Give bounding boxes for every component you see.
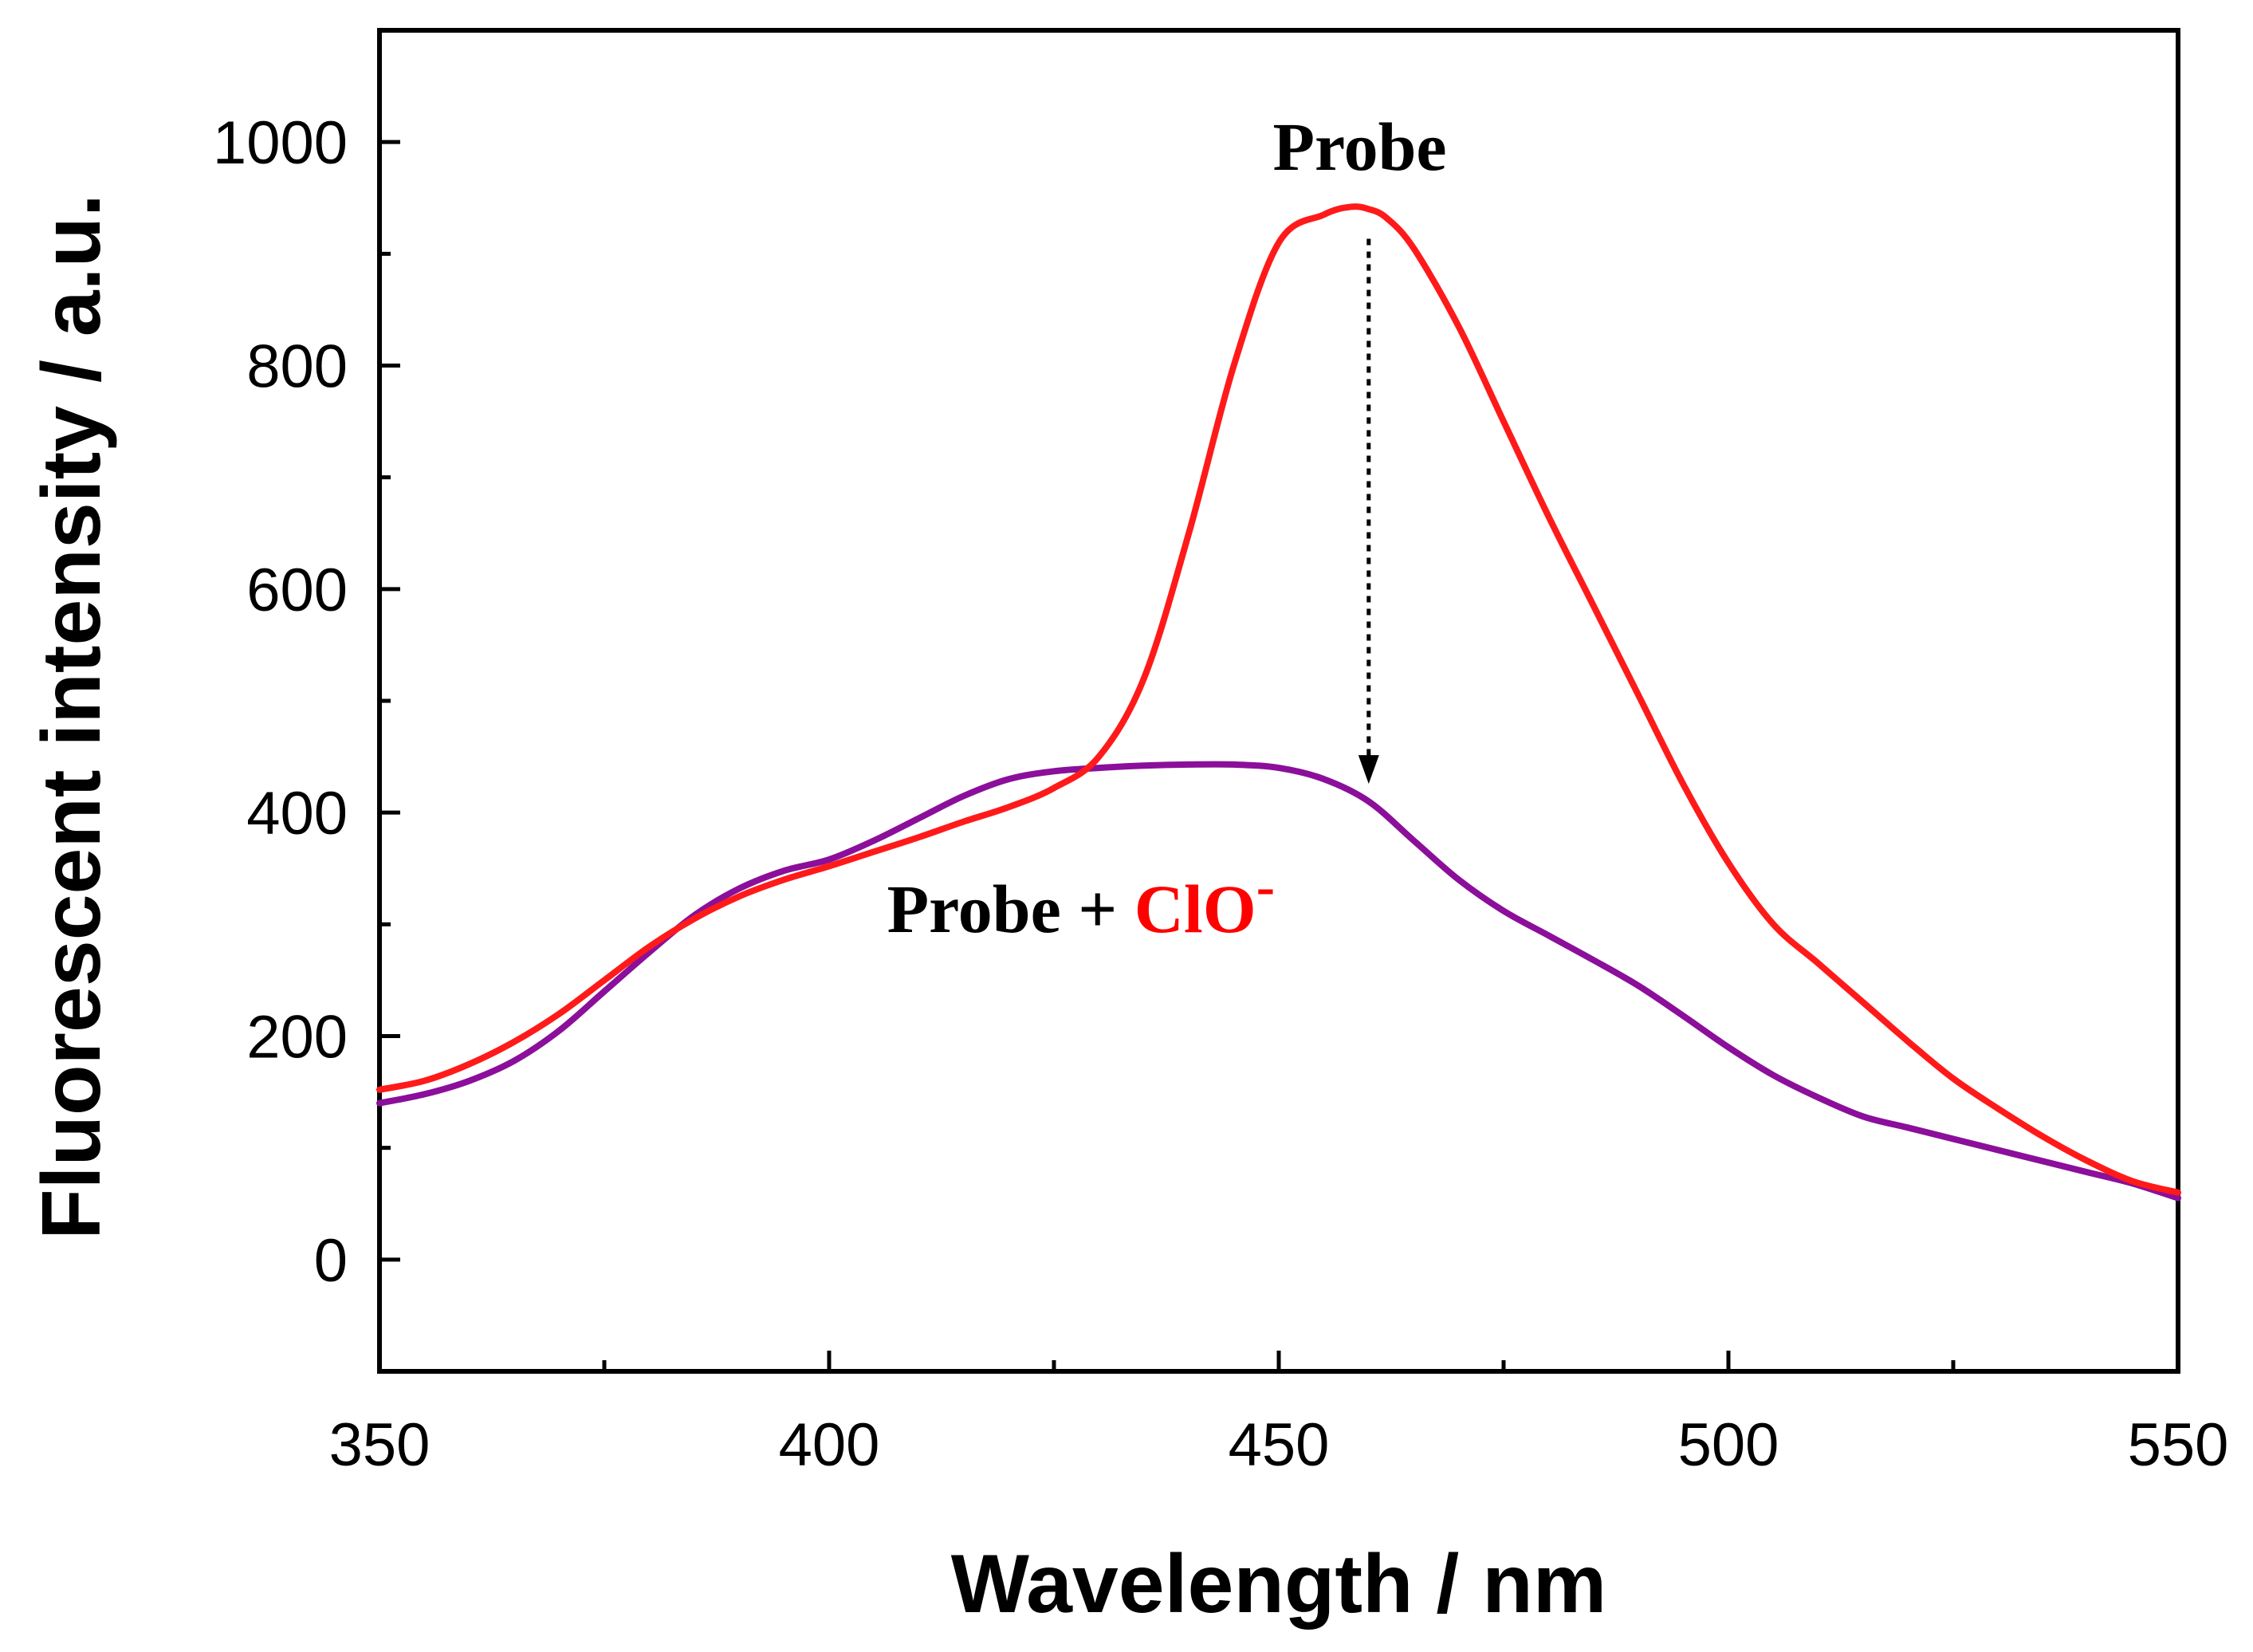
y-axis-title: Fluorescent intensity / a.u. <box>26 194 118 1240</box>
annotation-clo-charge: - <box>1256 856 1275 918</box>
plot-frame <box>377 28 2180 1374</box>
y-tick-label: 800 <box>246 333 348 401</box>
annotation-clo: ClO <box>1134 871 1256 947</box>
quench-arrow-head <box>1358 755 1379 785</box>
annotation-probe-clo: Probe + ClO- <box>887 856 1275 947</box>
x-tick-label: 350 <box>329 1411 431 1479</box>
annotation-probe: Probe <box>1272 108 1446 185</box>
series-line-probe <box>376 203 2181 1196</box>
plot-area <box>377 28 2180 1374</box>
annotation-probe-plus: Probe + <box>887 871 1134 947</box>
arrow-layer <box>1358 238 1379 785</box>
x-axis-title: Wavelength / nm <box>951 1538 1606 1630</box>
y-tick-label: 0 <box>314 1227 348 1295</box>
y-tick-label: 200 <box>246 1004 348 1072</box>
axis-ticks <box>377 140 2180 1371</box>
series-line-probe-clo <box>376 761 2181 1202</box>
y-tick-label: 600 <box>246 557 348 624</box>
x-tick-label: 400 <box>779 1411 880 1479</box>
annotation-layer: Probe Probe + ClO- <box>887 108 1447 947</box>
y-tick-label: 400 <box>246 780 348 848</box>
x-tick-label: 500 <box>1678 1411 1779 1479</box>
axis-tick-labels: 350 400 450 500 550 0 200 400 600 800 1000 <box>213 109 2228 1479</box>
series-layer <box>376 203 2181 1202</box>
x-tick-label: 550 <box>2128 1411 2229 1479</box>
x-tick-label: 450 <box>1229 1411 1330 1479</box>
y-tick-label: 1000 <box>213 109 348 177</box>
